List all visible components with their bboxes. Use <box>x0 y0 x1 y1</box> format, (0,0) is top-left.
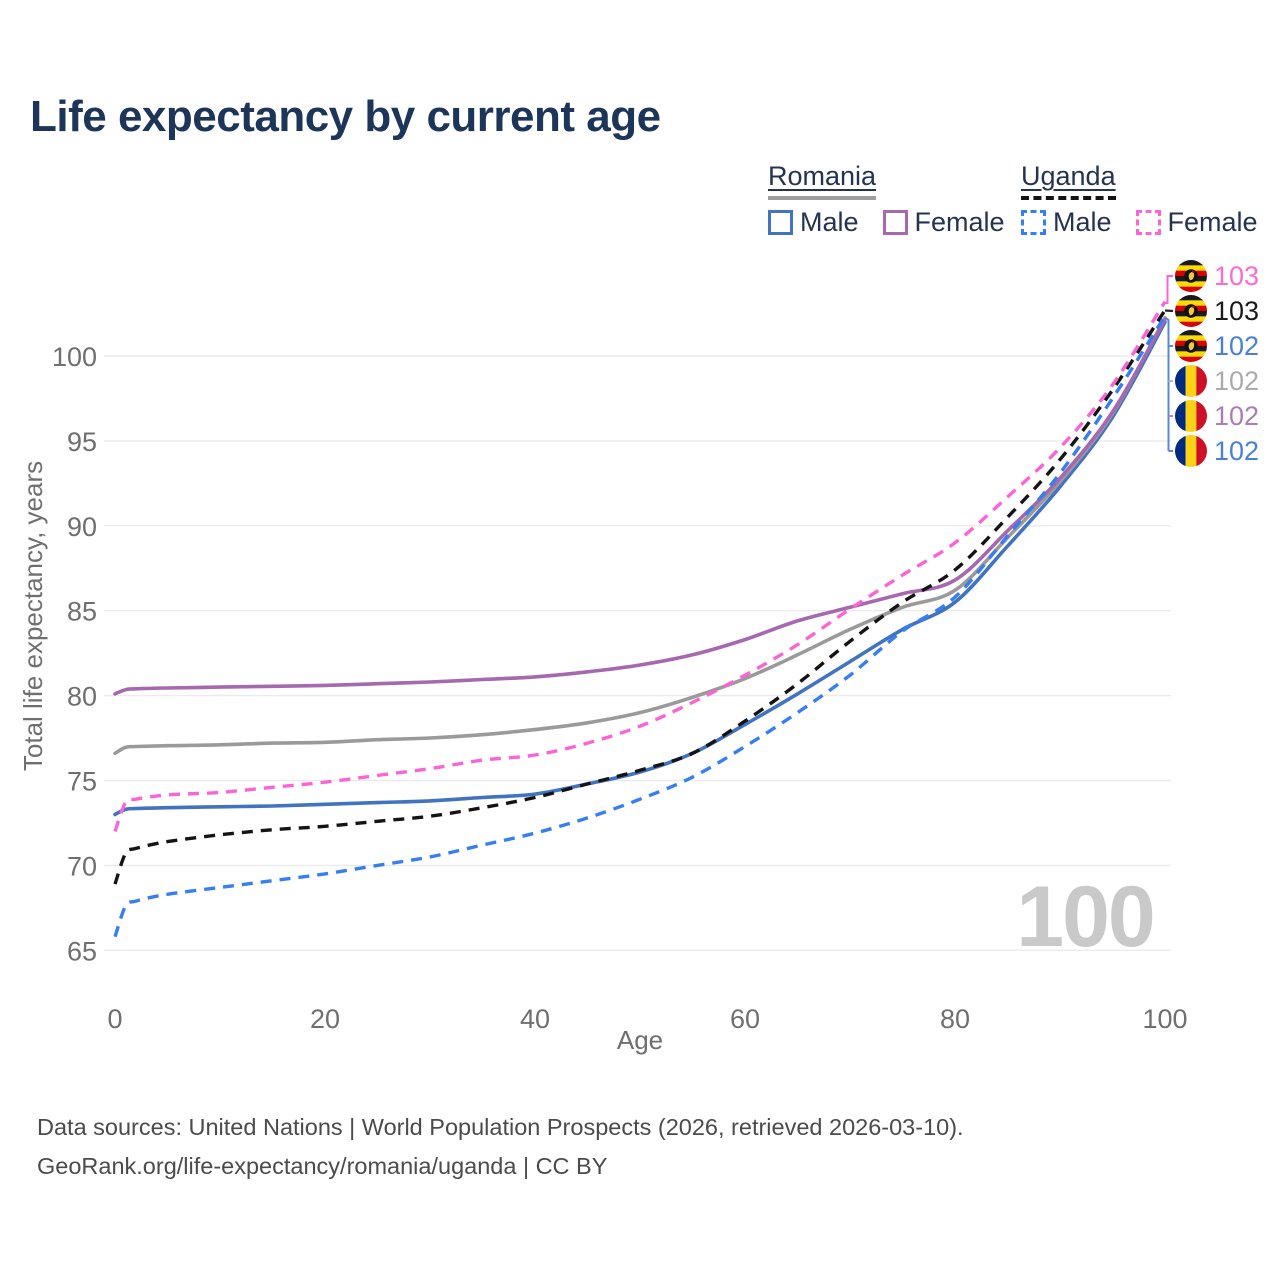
romania-line-style-sample <box>768 196 877 200</box>
romania-flag-icon <box>1175 435 1207 467</box>
legend-item-uganda-male: Male <box>1021 207 1112 238</box>
end-label-value: 102 <box>1214 365 1260 396</box>
legend-item-label: Male <box>800 207 859 237</box>
end-label-value: 103 <box>1214 260 1260 291</box>
age-watermark: 100 <box>1016 869 1156 965</box>
y-axis-title: Total life expectancy, years <box>18 461 48 771</box>
legend-header-uganda: Uganda <box>1021 161 1116 200</box>
end-label-uganda_female: 103 <box>1175 260 1259 292</box>
x-tick-label: 0 <box>107 1004 122 1034</box>
legend-item-label: Female <box>1167 207 1258 237</box>
end-label-romania_female: 102 <box>1175 400 1259 432</box>
uganda-female-swatch-icon <box>1135 210 1161 235</box>
page-title: Life expectancy by current age <box>30 92 661 141</box>
y-tick-label: 85 <box>67 597 97 627</box>
end-label-romania_male: 102 <box>1175 435 1259 467</box>
series-line-uganda_female <box>113 300 1167 832</box>
x-tick-label: 40 <box>520 1004 550 1034</box>
romania-flag-icon <box>1175 400 1207 432</box>
series-line-uganda_male <box>113 315 1167 938</box>
y-tick-label: 70 <box>67 851 97 881</box>
uganda-line-style-sample <box>1021 196 1116 200</box>
uganda-flag-icon <box>1175 295 1207 327</box>
legend-item-romania-female: Female <box>882 207 1005 238</box>
end-label-value: 103 <box>1214 295 1260 326</box>
uganda-flag-icon <box>1175 260 1207 292</box>
legend-item-romania-male: Male <box>768 207 859 238</box>
end-label-uganda_male: 102 <box>1175 330 1259 362</box>
y-tick-label: 80 <box>67 682 97 712</box>
end-label-uganda_both: 103 <box>1175 295 1259 327</box>
footer: Data sources: United Nations | World Pop… <box>37 1108 964 1186</box>
leader-uganda-female <box>1165 275 1173 304</box>
legend-group-romania: Romania Male Female <box>768 161 1005 238</box>
y-tick-label: 100 <box>52 342 97 372</box>
end-label-value: 102 <box>1214 400 1260 431</box>
legend-item-label: Female <box>914 207 1005 237</box>
end-label-value: 102 <box>1214 330 1260 361</box>
romania-flag-icon <box>1175 365 1207 397</box>
y-tick-label: 75 <box>67 767 97 797</box>
legend-group-uganda: Uganda Male Female <box>1021 161 1258 238</box>
x-tick-label: 100 <box>1142 1004 1187 1034</box>
legend-country-label-romania: Romania <box>768 161 877 191</box>
romania-male-swatch-icon <box>768 210 793 235</box>
legend-header-romania: Romania <box>768 161 877 200</box>
footer-url-line: GeoRank.org/life-expectancy/romania/ugan… <box>37 1153 608 1179</box>
footer-source-line: Data sources: United Nations | World Pop… <box>37 1114 964 1140</box>
y-tick-label: 95 <box>67 427 97 457</box>
x-tick-label: 20 <box>310 1004 340 1034</box>
legend-country-label-uganda: Uganda <box>1021 161 1116 191</box>
x-tick-label: 60 <box>730 1004 760 1034</box>
legend-items-uganda: Male Female <box>1021 207 1258 238</box>
end-label-value: 102 <box>1214 435 1260 466</box>
legend-items-romania: Male Female <box>768 207 1005 238</box>
end-label-romania_both: 102 <box>1175 365 1259 397</box>
leader-bracket <box>1164 317 1170 451</box>
leader-uganda-both <box>1164 309 1174 313</box>
series-line-romania_female <box>113 317 1167 696</box>
series-line-uganda_both <box>113 309 1167 885</box>
uganda-male-swatch-icon <box>1021 210 1046 235</box>
x-axis-title: Age <box>617 1025 663 1055</box>
x-tick-label: 80 <box>940 1004 970 1034</box>
y-tick-label: 90 <box>67 512 97 542</box>
uganda-flag-icon <box>1175 330 1207 362</box>
legend-item-label: Male <box>1053 207 1112 237</box>
legend-item-uganda-female: Female <box>1135 207 1258 238</box>
series-line-romania_male <box>113 320 1167 817</box>
y-tick-label: 65 <box>67 936 97 966</box>
romania-female-swatch-icon <box>882 210 908 235</box>
